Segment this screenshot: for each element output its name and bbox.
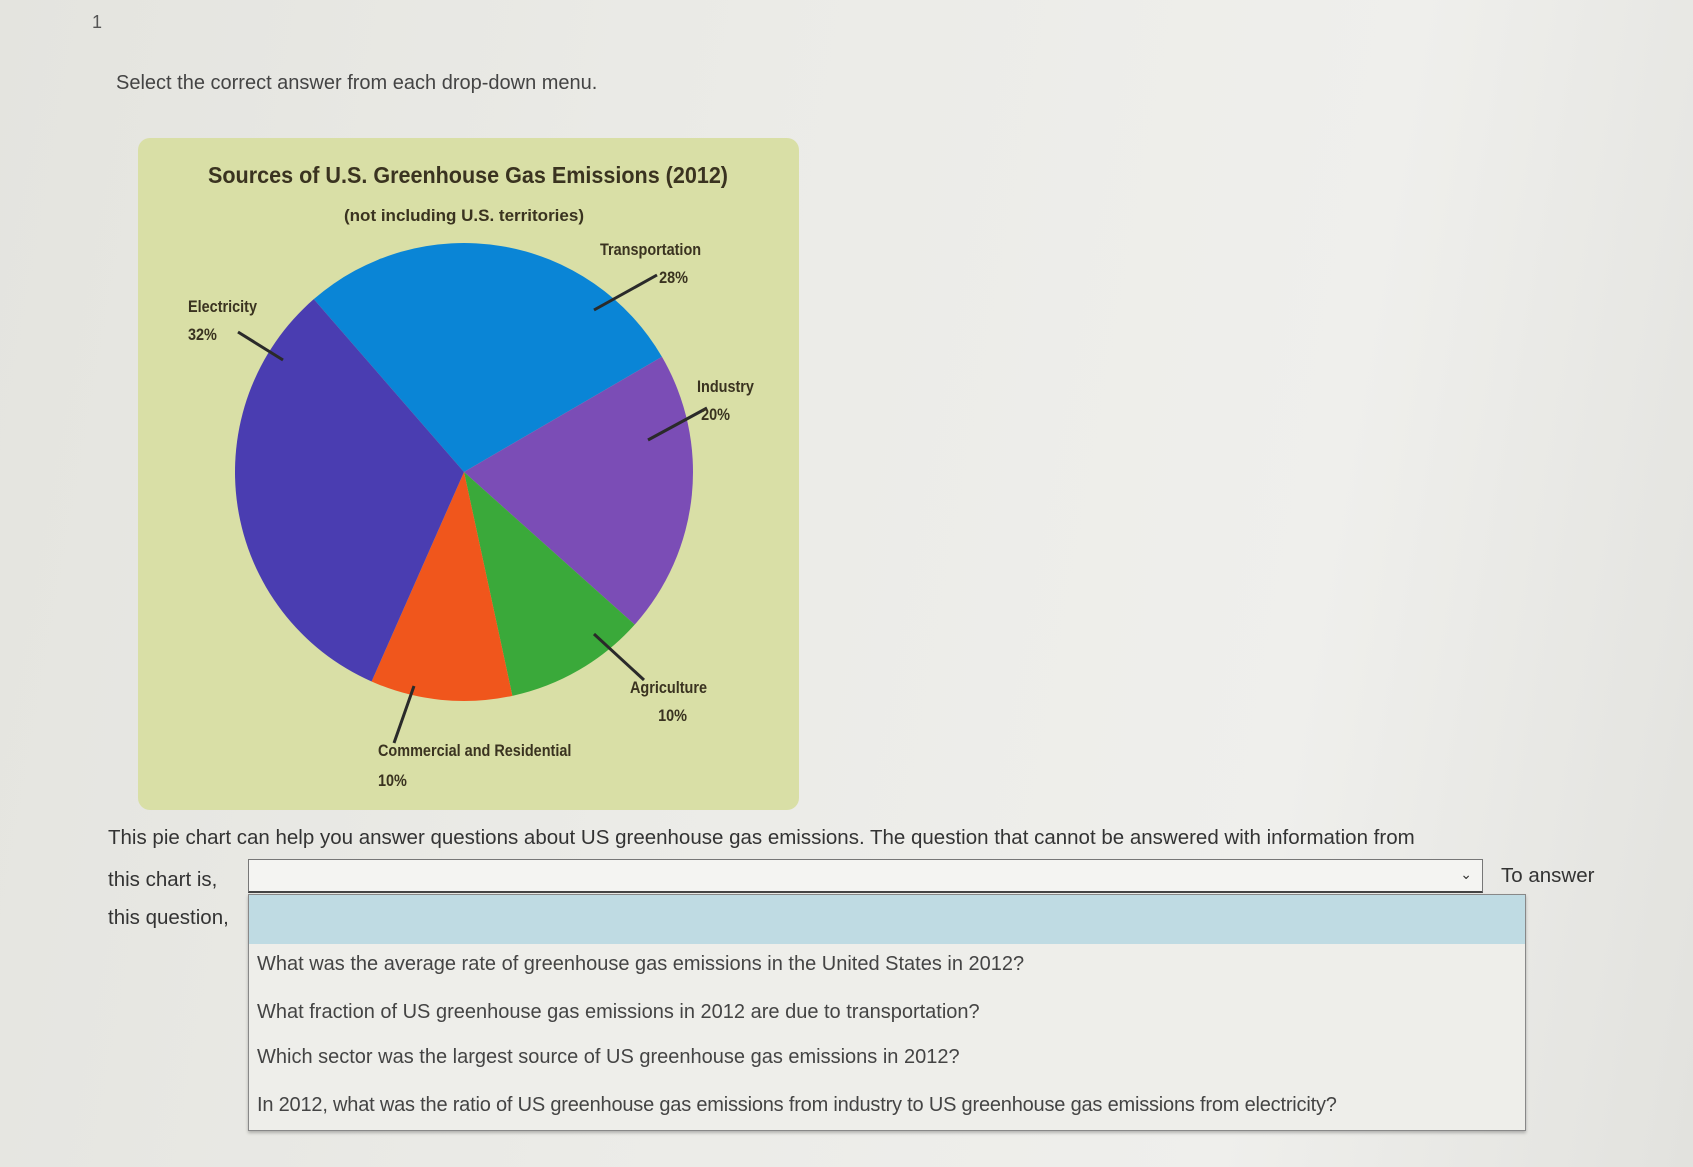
leader-line	[392, 685, 416, 744]
chevron-down-icon: ⌄	[1460, 866, 1472, 882]
dropdown-options-list: What was the average rate of greenhouse …	[248, 894, 1526, 1131]
pie-chart-panel: Sources of U.S. Greenhouse Gas Emissions…	[138, 138, 799, 810]
slice-value-label: 10%	[658, 707, 687, 725]
sentence-part-1: this chart is,	[108, 868, 218, 891]
pie-chart: Sources of U.S. Greenhouse Gas Emissions…	[188, 162, 754, 790]
sentence-part-3: this question,	[108, 906, 229, 929]
pie-slice-agriculture	[464, 472, 635, 696]
dropdown-option[interactable]: What fraction of US greenhouse gas emiss…	[257, 1001, 980, 1023]
question-number: 1	[92, 12, 103, 32]
pie-slice-transportation	[313, 242, 662, 472]
slice-label: Transportation	[600, 241, 701, 259]
slice-value-label: 20%	[701, 406, 730, 424]
slice-value-label: 28%	[659, 269, 688, 287]
leader-line	[237, 330, 284, 362]
slice-value-label: 32%	[188, 326, 217, 344]
question-paragraph: This pie chart can help you answer quest…	[108, 826, 1415, 849]
instruction-text: Select the correct answer from each drop…	[116, 72, 598, 94]
slice-value-label: 10%	[378, 772, 407, 790]
answer-dropdown[interactable]: ⌄	[248, 859, 1483, 893]
slice-label: Commercial and Residential	[378, 742, 571, 760]
dropdown-option[interactable]: What was the average rate of greenhouse …	[257, 953, 1025, 975]
pie-slice-commercial-and-residential	[371, 472, 513, 701]
slice-label: Industry	[697, 378, 754, 396]
chart-subtitle: (not including U.S. territories)	[344, 206, 584, 225]
dropdown-option[interactable]: Which sector was the largest source of U…	[257, 1046, 960, 1068]
pie-slice-industry	[464, 356, 693, 625]
dropdown-option-blank[interactable]	[249, 895, 1525, 944]
slice-label: Electricity	[188, 298, 257, 316]
chart-title: Sources of U.S. Greenhouse Gas Emissions…	[208, 162, 728, 188]
dropdown-option[interactable]: In 2012, what was the ratio of US greenh…	[257, 1094, 1337, 1116]
leader-line	[593, 273, 658, 312]
sentence-part-2: To answer	[1501, 864, 1595, 887]
leader-line	[592, 632, 646, 682]
leader-line	[647, 406, 708, 442]
pie-slice-electricity	[234, 299, 464, 682]
slice-label: Agriculture	[630, 679, 707, 697]
